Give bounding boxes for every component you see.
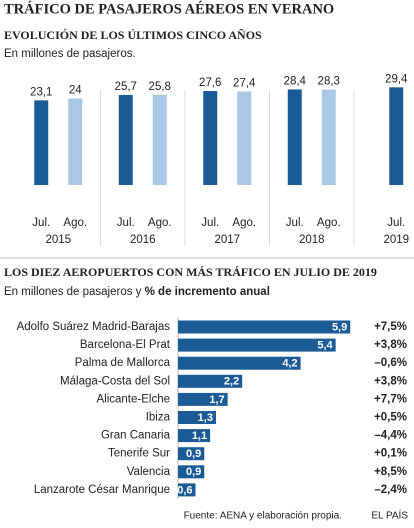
subtitle-text: En millones de pasajeros y [4, 286, 145, 298]
bar [68, 98, 83, 185]
y-tick-label: Valencia [127, 466, 171, 478]
value-label: 0,9 [186, 466, 201, 478]
value-label: 5,9 [332, 321, 347, 333]
growth-label: +0,5% [374, 412, 407, 424]
value-label: 28,4 [284, 75, 307, 87]
bar [389, 87, 404, 185]
y-tick-label: Ibiza [146, 412, 171, 424]
chart-subtitle: En millones de pasajeros. [4, 48, 136, 60]
y-tick-label: Tenerife Sur [108, 448, 170, 460]
growth-label: +3,8% [374, 339, 407, 351]
x-tick-label: Jul. [286, 217, 304, 229]
bar [118, 94, 133, 185]
x-tick-label: Ago. [63, 217, 87, 229]
bar [178, 447, 205, 461]
growth-label: –4,4% [374, 430, 407, 442]
growth-label: +3,8% [374, 375, 407, 387]
value-label: 1,1 [192, 430, 207, 442]
group-label: 2017 [214, 234, 240, 246]
y-tick-label: Alicante-Elche [96, 393, 170, 405]
bar [287, 89, 302, 185]
value-label: 0,6 [177, 484, 192, 496]
bar [321, 89, 336, 185]
chart-subtitle: En millones de pasajeros y % de incremen… [4, 286, 270, 298]
bar [178, 320, 351, 334]
bar [178, 338, 336, 352]
group-label: 2018 [299, 234, 325, 246]
bar [178, 374, 243, 388]
group-label: 2016 [130, 234, 156, 246]
x-tick-label: Ago. [317, 217, 341, 229]
y-tick-label: Palma de Mallorca [75, 357, 171, 369]
value-label: 2,2 [224, 376, 239, 388]
bar [178, 465, 205, 479]
bar [178, 392, 228, 406]
value-label: 28,3 [318, 76, 340, 88]
x-tick-label: Jul. [201, 217, 219, 229]
source: Fuente: AENA y elaboración propia. [184, 511, 342, 522]
growth-label: –2,4% [374, 484, 407, 496]
x-tick-label: Ago. [148, 217, 172, 229]
y-tick-label: Lanzarote César Manrique [34, 484, 170, 496]
value-label: 4,2 [282, 358, 297, 370]
credit: EL PAÍS [371, 509, 408, 522]
x-tick-label: Ago. [232, 217, 256, 229]
group-label: 2019 [383, 234, 409, 246]
value-label: 23,1 [30, 86, 52, 98]
value-label: 1,7 [209, 394, 224, 406]
growth-label: +0,1% [374, 448, 407, 460]
y-tick-label: Barcelona-El Prat [80, 339, 171, 351]
value-label: 29,4 [385, 73, 408, 85]
growth-label: +8,5% [374, 466, 407, 478]
bar [152, 94, 167, 185]
x-tick-label: Jul. [117, 217, 135, 229]
bar [178, 429, 211, 443]
bar [237, 91, 252, 185]
subtitle-bold: % de incremento anual [145, 286, 270, 298]
main-title: TRÁFICO DE PASAJEROS AÉREOS EN VERANO [4, 0, 334, 17]
y-tick-label: Gran Canaria [101, 430, 171, 442]
growth-label: +7,5% [374, 321, 407, 333]
bar [203, 91, 218, 185]
bar [178, 411, 216, 424]
chart-title: LOS DIEZ AEROPUERTOS CON MÁS TRÁFICO EN … [4, 265, 377, 279]
value-label: 25,7 [115, 81, 137, 93]
value-label: 25,8 [149, 81, 171, 93]
y-tick-label: Málaga-Costa del Sol [60, 375, 170, 387]
value-label: 1,3 [198, 412, 213, 424]
bar [34, 100, 49, 185]
y-tick-label: Adolfo Suárez Madrid-Barajas [17, 321, 171, 333]
x-tick-label: Jul. [32, 217, 50, 229]
chart-title: EVOLUCIÓN DE LOS ÚLTIMOS CINCO AÑOS [4, 28, 262, 42]
growth-label: –0,6% [374, 357, 407, 369]
bar [178, 483, 196, 497]
value-label: 5,4 [317, 340, 333, 352]
x-tick-label: Jul. [387, 217, 405, 229]
group-label: 2015 [45, 234, 71, 246]
value-label: 24 [69, 85, 82, 97]
value-label: 27,6 [199, 77, 221, 89]
bar [178, 356, 301, 370]
value-label: 0,9 [186, 448, 201, 460]
growth-label: +7,7% [374, 393, 407, 405]
value-label: 27,4 [233, 78, 256, 90]
